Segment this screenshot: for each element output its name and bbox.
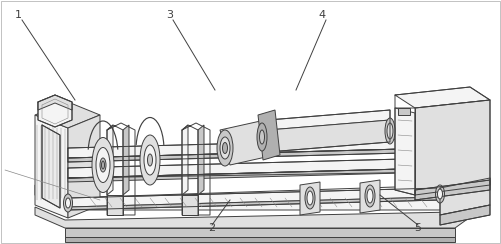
Ellipse shape <box>220 137 230 159</box>
Text: 2: 2 <box>208 223 215 233</box>
Ellipse shape <box>262 125 274 157</box>
Polygon shape <box>258 110 280 160</box>
Text: 4: 4 <box>319 10 326 20</box>
Polygon shape <box>220 120 275 165</box>
Ellipse shape <box>147 154 152 166</box>
Ellipse shape <box>66 198 71 208</box>
Polygon shape <box>268 120 390 152</box>
Ellipse shape <box>222 142 227 153</box>
Polygon shape <box>68 158 440 178</box>
Polygon shape <box>68 197 440 210</box>
Ellipse shape <box>265 132 272 150</box>
Text: 3: 3 <box>166 10 173 20</box>
Polygon shape <box>68 168 440 182</box>
Polygon shape <box>398 108 410 115</box>
Text: 1: 1 <box>15 10 22 20</box>
Polygon shape <box>440 178 490 215</box>
Polygon shape <box>68 115 100 218</box>
Polygon shape <box>440 205 490 225</box>
Polygon shape <box>35 102 100 128</box>
Polygon shape <box>182 195 198 215</box>
Ellipse shape <box>102 161 105 169</box>
Polygon shape <box>68 148 440 162</box>
Ellipse shape <box>92 138 114 193</box>
Ellipse shape <box>100 158 106 172</box>
Polygon shape <box>42 125 60 208</box>
Ellipse shape <box>257 123 267 151</box>
Ellipse shape <box>217 130 233 166</box>
Polygon shape <box>35 115 68 218</box>
Polygon shape <box>123 125 129 195</box>
Ellipse shape <box>437 189 442 199</box>
Polygon shape <box>107 195 123 215</box>
Polygon shape <box>65 228 455 237</box>
Polygon shape <box>268 110 390 130</box>
Ellipse shape <box>385 118 395 144</box>
Polygon shape <box>107 125 113 195</box>
Polygon shape <box>68 138 440 158</box>
Ellipse shape <box>305 187 315 209</box>
Ellipse shape <box>96 148 110 183</box>
Polygon shape <box>38 95 72 127</box>
Ellipse shape <box>435 185 444 203</box>
Ellipse shape <box>365 185 375 207</box>
Polygon shape <box>395 108 415 195</box>
Ellipse shape <box>367 189 373 203</box>
Ellipse shape <box>64 194 73 212</box>
Polygon shape <box>38 95 72 110</box>
Polygon shape <box>65 237 455 242</box>
Ellipse shape <box>260 130 265 144</box>
Polygon shape <box>360 180 380 213</box>
Polygon shape <box>182 125 188 195</box>
Text: 5: 5 <box>414 223 421 233</box>
Polygon shape <box>300 182 320 215</box>
Polygon shape <box>415 180 490 200</box>
Polygon shape <box>455 183 480 210</box>
Ellipse shape <box>140 135 160 185</box>
Polygon shape <box>68 188 440 207</box>
Polygon shape <box>35 195 480 228</box>
Ellipse shape <box>387 123 393 139</box>
Polygon shape <box>415 100 490 195</box>
Polygon shape <box>198 125 204 195</box>
Ellipse shape <box>307 191 313 205</box>
Polygon shape <box>395 87 490 108</box>
Ellipse shape <box>144 145 156 175</box>
Polygon shape <box>35 185 480 210</box>
